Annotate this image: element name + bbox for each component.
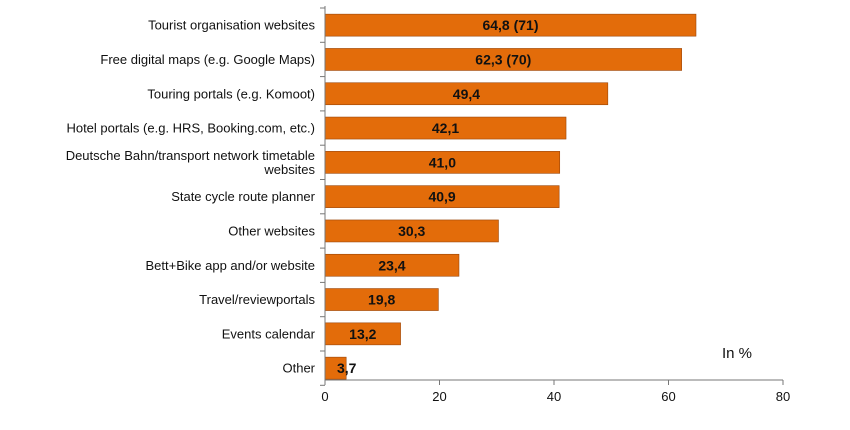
- category-label-line: State cycle route planner: [171, 189, 315, 204]
- axes-group: 0 20 40 60 80: [320, 6, 790, 404]
- category-label-line: Travel/reviewportals: [199, 292, 315, 307]
- unit-label: In %: [722, 345, 752, 362]
- category-label-line: Free digital maps (e.g. Google Maps): [100, 52, 315, 67]
- category-label: Touring portals (e.g. Komoot): [147, 86, 315, 101]
- category-label-line: Tourist organisation websites: [148, 18, 315, 33]
- data-label: 41,0: [429, 154, 456, 170]
- data-label: 62,3 (70): [475, 51, 531, 67]
- x-tick-label: 60: [661, 389, 675, 404]
- data-label: 42,1: [432, 120, 459, 136]
- x-tick-label: 80: [776, 389, 790, 404]
- data-label: 23,4: [378, 257, 405, 273]
- data-label: 19,8: [368, 292, 395, 308]
- category-labels-group: Tourist organisation websites Free digita…: [66, 18, 316, 376]
- category-label: Other: [282, 361, 315, 376]
- x-tick-label: 20: [432, 389, 446, 404]
- category-label: Travel/reviewportals: [199, 292, 315, 307]
- category-label: Deutsche Bahn/transport network timetabl…: [66, 148, 316, 177]
- category-label-line: Other: [282, 361, 315, 376]
- category-label-line: Touring portals (e.g. Komoot): [147, 86, 315, 101]
- category-label-line: Hotel portals (e.g. HRS, Booking.com, et…: [66, 121, 315, 136]
- data-label: 30,3: [398, 223, 425, 239]
- category-label-line: Other websites: [228, 223, 315, 238]
- category-label: Bett+Bike app and/or website: [146, 258, 315, 273]
- x-tick-label: 0: [321, 389, 328, 404]
- data-label: 49,4: [453, 86, 480, 102]
- category-label: Tourist organisation websites: [148, 18, 315, 33]
- category-label-line: Bett+Bike app and/or website: [146, 258, 315, 273]
- data-label: 64,8 (71): [482, 17, 538, 33]
- data-labels-group: 64,8 (71) 62,3 (70) 49,4 42,1 41,0 40,9 30,3 23…: [337, 17, 539, 376]
- data-label: 40,9: [428, 189, 455, 205]
- category-label: Hotel portals (e.g. HRS, Booking.com, et…: [66, 121, 315, 136]
- category-label-line: Events calendar: [222, 326, 316, 341]
- data-label: 3,7: [337, 360, 357, 376]
- category-label-line: Deutsche Bahn/transport network timetabl…: [66, 148, 315, 163]
- data-label: 13,2: [349, 326, 376, 342]
- bars-group: [324, 13, 697, 380]
- category-label: Other websites: [228, 223, 315, 238]
- x-tick-label: 40: [547, 389, 561, 404]
- category-label: State cycle route planner: [171, 189, 315, 204]
- category-label-line: websites: [263, 162, 315, 177]
- category-label: Free digital maps (e.g. Google Maps): [100, 52, 315, 67]
- category-label: Events calendar: [222, 326, 316, 341]
